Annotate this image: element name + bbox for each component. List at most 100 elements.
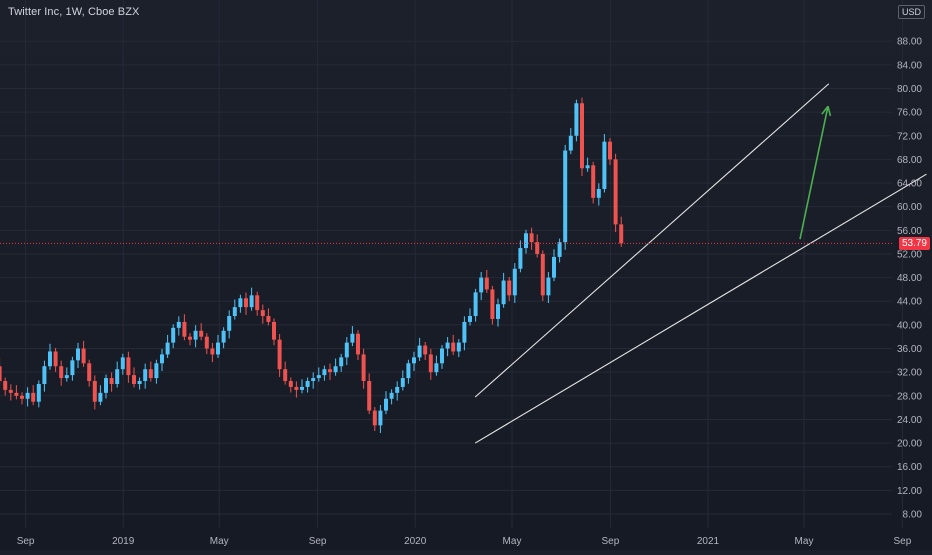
y-tick-label: 88.00 [897, 37, 922, 48]
y-tick-label: 84.00 [897, 60, 922, 71]
candle-body [529, 233, 534, 243]
y-tick-label: 80.00 [897, 84, 922, 95]
candle-body [165, 342, 170, 355]
candle-body [238, 298, 243, 308]
candle-body [294, 386, 299, 390]
x-tick-label: Sep [602, 536, 620, 547]
candle-body [288, 381, 293, 387]
y-tick-label: 44.00 [897, 297, 922, 308]
candle-body [109, 378, 114, 384]
candle-body [227, 316, 232, 331]
trendline [474, 173, 927, 444]
y-tick-label: 76.00 [897, 108, 922, 119]
candle-body [591, 165, 596, 198]
y-tick-label: 64.00 [897, 179, 922, 190]
candle-body [20, 395, 24, 399]
candle-body [25, 392, 30, 399]
candle-body [53, 351, 58, 367]
candle-body [412, 357, 416, 364]
candle-body [154, 363, 159, 379]
candle-body [462, 321, 467, 343]
candle-body [143, 369, 148, 382]
x-tick-label: Sep [894, 536, 912, 547]
candle-body [115, 369, 120, 384]
candle-body [378, 410, 383, 426]
candle-body [395, 386, 400, 393]
x-tick-label: May [210, 536, 229, 547]
x-tick-label: May [795, 536, 814, 547]
candle-body [574, 103, 579, 136]
candle-body [3, 381, 8, 390]
candle-body [400, 378, 405, 387]
candle-body [608, 141, 612, 160]
y-tick-label: 16.00 [897, 462, 922, 473]
candle-body [8, 389, 13, 393]
candle-body [479, 277, 484, 293]
candle-body [266, 316, 271, 322]
y-tick-label: 68.00 [897, 155, 922, 166]
candle-body [42, 366, 47, 384]
candle-body [417, 345, 422, 358]
candle-body [255, 295, 260, 311]
candle-body [31, 392, 36, 402]
candle-body [0, 366, 2, 382]
candle-body [193, 330, 198, 340]
candle-body [563, 150, 568, 243]
candle-body [333, 366, 338, 373]
candle-body [87, 363, 92, 382]
candle-body [14, 392, 19, 396]
forecast-arrow [799, 106, 829, 240]
candle-body [316, 375, 321, 379]
candle-body [602, 141, 607, 189]
candle-body [98, 392, 103, 402]
candle-body [445, 342, 450, 349]
candle-body [199, 330, 204, 337]
candle-body [137, 381, 142, 384]
y-tick-label: 48.00 [897, 273, 922, 284]
candle-body [188, 336, 192, 340]
candle-body [456, 342, 461, 352]
candle-body [428, 354, 433, 373]
candle-body [311, 378, 316, 382]
candle-body [64, 375, 69, 379]
candle-body [249, 295, 254, 308]
chart-title: Twitter Inc, 1W, Cboe BZX [8, 6, 140, 18]
y-tick-label: 56.00 [897, 226, 922, 237]
y-tick-label: 28.00 [897, 391, 922, 402]
candle-body [92, 381, 97, 402]
candle-body [389, 392, 394, 399]
candle-body [132, 375, 136, 384]
forecast-arrow-head [827, 106, 832, 117]
trendline [474, 83, 830, 398]
candle-body [204, 336, 209, 349]
currency-label[interactable]: USD [897, 5, 925, 19]
candle-body [535, 242, 540, 254]
y-tick-label: 32.00 [897, 368, 922, 379]
candle-body [59, 366, 64, 379]
candle-body [451, 342, 456, 352]
candle-body [305, 381, 310, 387]
candle-body [160, 354, 164, 364]
candle-body [518, 248, 523, 269]
candle-body [344, 342, 349, 358]
candle-body [81, 348, 86, 364]
forecast-arrow-head [821, 105, 829, 115]
candle-body [48, 351, 52, 367]
candle-body [552, 256, 556, 278]
candle-body [36, 383, 41, 402]
candle-body [300, 386, 304, 390]
candle-body [557, 242, 562, 257]
x-tick-label: May [503, 536, 522, 547]
x-tick-label: 2019 [112, 536, 135, 547]
candle-body [283, 369, 288, 382]
candle-body [512, 268, 517, 296]
candle-body [501, 280, 506, 305]
y-tick-label: 20.00 [897, 439, 922, 450]
candle-body [277, 339, 282, 370]
y-tick-label: 36.00 [897, 344, 922, 355]
candle-body [232, 307, 237, 317]
candle-body [356, 333, 360, 355]
candle-body [70, 360, 75, 376]
